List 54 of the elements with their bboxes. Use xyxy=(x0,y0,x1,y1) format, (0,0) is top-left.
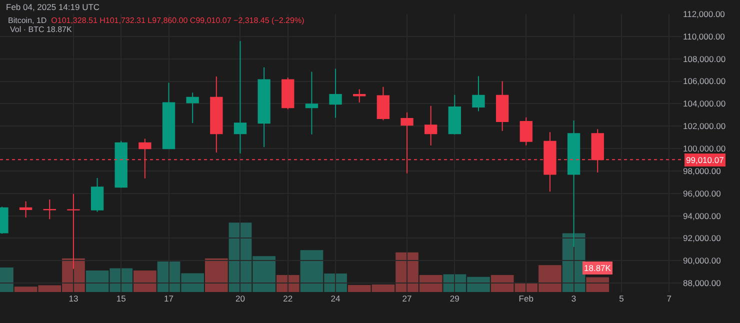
y-tick-label: 98,000.00 xyxy=(683,166,722,176)
text: Feb 04, 2025 14:19 UTC xyxy=(6,2,100,12)
ref-line-label: 99,010.07 xyxy=(686,155,724,165)
candlestick xyxy=(67,193,80,270)
x-tick-label: 5 xyxy=(619,294,624,304)
candlestick xyxy=(424,105,438,146)
y-tick-label: 108,000.00 xyxy=(683,54,726,64)
bar xyxy=(204,258,228,292)
x-tick-label: 27 xyxy=(402,294,412,304)
x-tick-label: 22 xyxy=(283,294,293,304)
candlestick xyxy=(114,140,128,188)
y-tick-label: 106,000.00 xyxy=(683,76,726,86)
candlestick xyxy=(305,71,318,135)
candlestick xyxy=(282,76,294,110)
x-tick-label: 3 xyxy=(571,294,576,304)
x-tick-label: 7 xyxy=(666,294,672,304)
x-tick-label: 20 xyxy=(236,294,246,304)
candlestick xyxy=(19,200,32,218)
candlestick xyxy=(43,199,56,220)
candlestick xyxy=(496,80,509,132)
y-tick-label: 92,000.00 xyxy=(683,233,722,244)
candlestick xyxy=(376,86,390,121)
x-tick-label: Feb xyxy=(518,294,534,304)
candlestick xyxy=(162,82,176,150)
y-tick-label: 88,000.00 xyxy=(683,278,722,288)
x-tick-label: 24 xyxy=(330,294,341,304)
candlestick xyxy=(186,92,199,124)
chart-subtitle: O101,328.51 H101,732.31 L97,860.00 C99,010.07 −2,318.45 (−2.29%) xyxy=(51,16,305,25)
bar xyxy=(134,270,156,292)
x-tick-label: 17 xyxy=(164,294,174,304)
y-tick-label: 104,000.00 xyxy=(683,98,726,109)
y-tick-label: 100,000.00 xyxy=(683,143,726,154)
data-label: 18.87K xyxy=(584,263,612,274)
bar xyxy=(276,275,300,292)
y-tick-label: 102,000.00 xyxy=(683,121,726,132)
candlestick xyxy=(520,116,532,146)
y-tick-label: 90,000.00 xyxy=(683,256,722,266)
candlestick xyxy=(258,66,270,148)
x-tick-label: 29 xyxy=(450,294,460,304)
annotation: Vol · BTC 18.87K xyxy=(10,25,72,34)
y-tick-label: 110,000.00 xyxy=(683,31,726,42)
candlestick xyxy=(90,178,104,212)
candlestick xyxy=(472,76,485,112)
candlestick xyxy=(353,88,366,103)
y-tick-label: 96,000.00 xyxy=(683,188,722,198)
x-tick-label: 15 xyxy=(116,294,126,304)
candlestick xyxy=(448,94,461,135)
y-tick-label: 112,000.00 xyxy=(683,8,726,19)
candlestick xyxy=(210,76,223,153)
bar xyxy=(586,278,610,292)
y-tick-label: 94,000.00 xyxy=(683,210,722,221)
x-tick-label: 13 xyxy=(68,294,78,304)
chart-title: Bitcoin, 1D xyxy=(8,16,47,25)
candlestick xyxy=(329,68,342,118)
